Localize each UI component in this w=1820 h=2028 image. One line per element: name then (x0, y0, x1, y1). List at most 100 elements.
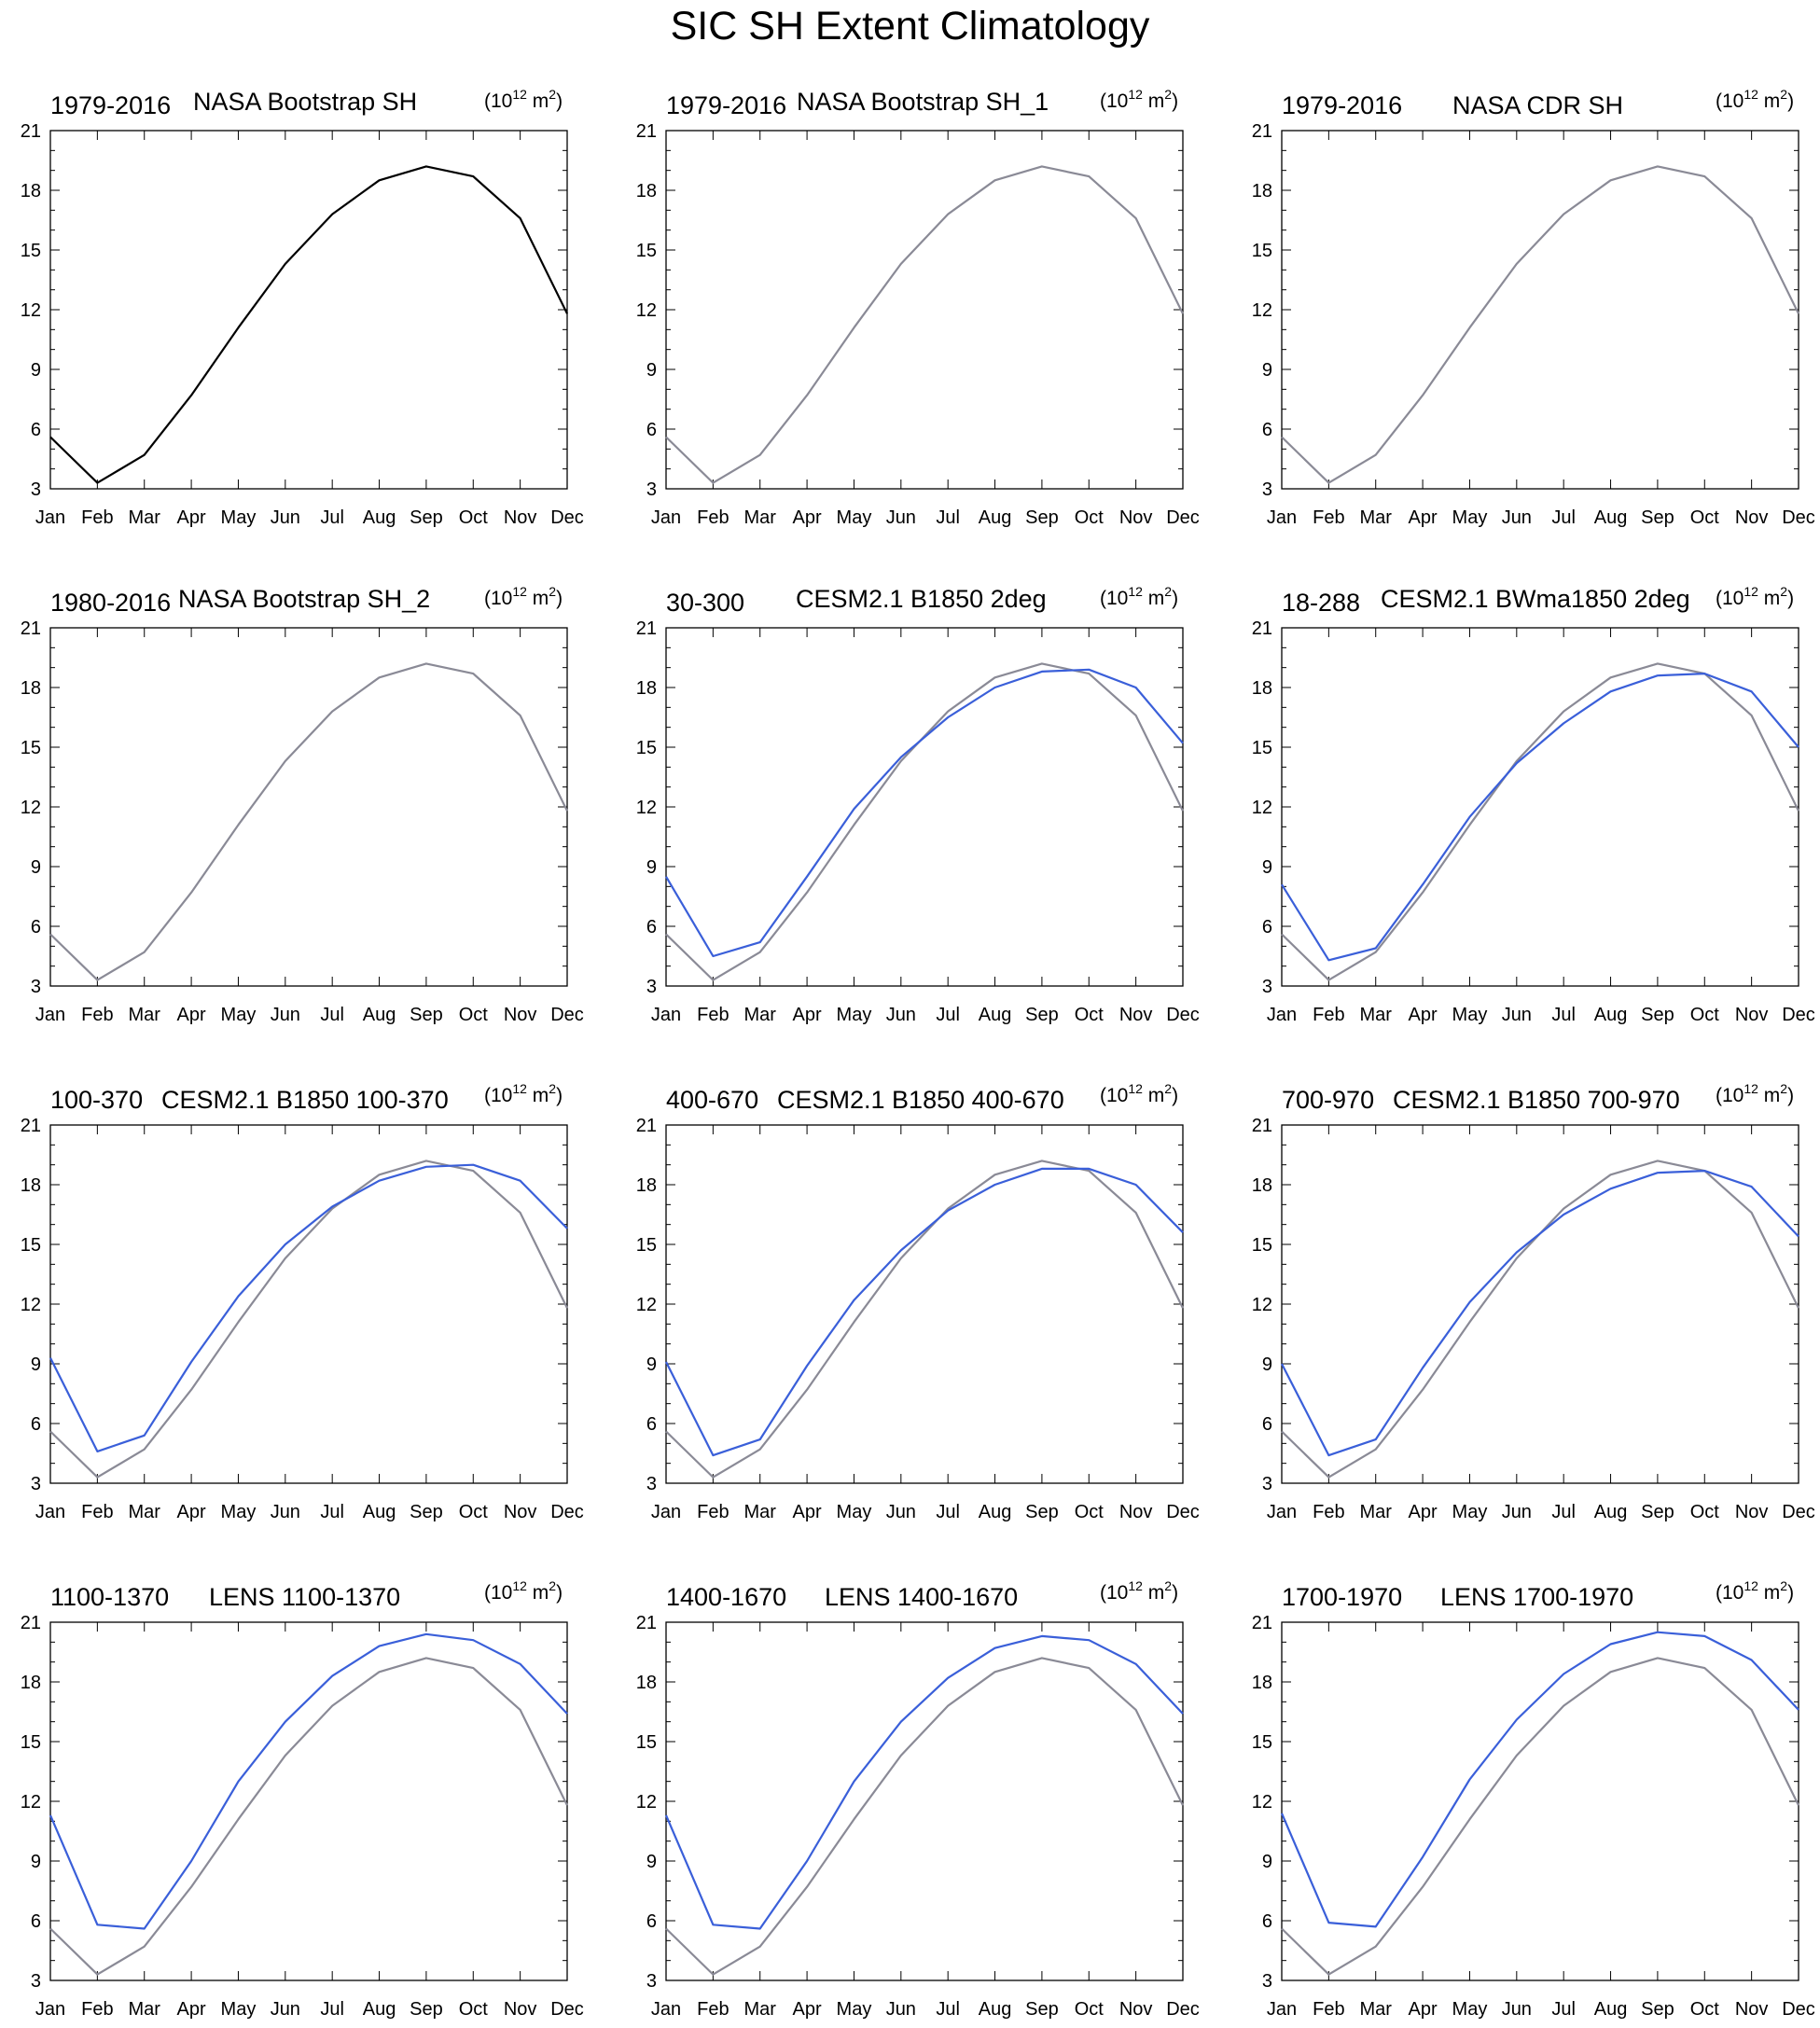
panel-5: 30-300 CESM2.1 B1850 2deg (1012 m2) 3 6 9 1… (616, 572, 1222, 1038)
panel-name: LENS 1100-1370 (209, 1583, 401, 1611)
panel-10: 1100-1370 LENS 1100-1370 (1012 m2) 3 6 9 12… (0, 1566, 606, 2028)
y-tick-label: 9 (1262, 1354, 1272, 1375)
y-tick-label: 3 (31, 977, 41, 997)
panel-period: 1979-2016 (1282, 91, 1403, 119)
y-tick-label: 6 (646, 917, 657, 938)
y-tick-label: 9 (646, 360, 657, 381)
panel-name: CESM2.1 B1850 100-370 (161, 1086, 449, 1114)
model-series-line (49, 1163, 568, 1452)
panel-9: 700-970 CESM2.1 B1850 700-970 (1012 m2) … (1231, 1069, 1820, 1535)
x-tick-label: Jun (886, 1999, 916, 2020)
x-tick-label: Apr (793, 1999, 822, 2020)
model-series-line (664, 1634, 1184, 1930)
x-tick-label: May (837, 1502, 872, 1522)
y-tick-label: 21 (636, 618, 657, 639)
x-tick-label: Jul (1551, 1502, 1576, 1522)
y-tick-label: 21 (1252, 1613, 1272, 1633)
units-label: (1012 m2) (484, 584, 563, 609)
panel-8: 400-670 CESM2.1 B1850 400-670 (1012 m2) … (616, 1069, 1222, 1535)
y-tick-label: 12 (21, 1792, 41, 1813)
y-tick-label: 3 (31, 479, 41, 500)
x-tick-label: Aug (363, 1502, 396, 1522)
y-tick-label: 18 (1252, 1175, 1272, 1196)
y-tick-label: 21 (636, 121, 657, 142)
y-tick-label: 12 (636, 798, 657, 818)
x-tick-label: Feb (1313, 1502, 1344, 1522)
y-tick-label: 9 (646, 1852, 657, 1872)
plot-frame (49, 130, 568, 490)
y-tick-label: 12 (1252, 300, 1272, 321)
x-tick-label: Oct (1075, 1999, 1105, 2020)
x-tick-label: Apr (177, 507, 206, 528)
plot-frame (665, 627, 1184, 987)
x-tick-label: Mar (744, 507, 777, 528)
x-tick-label: May (221, 507, 257, 528)
reference-series-line (665, 662, 1184, 981)
x-tick-label: Nov (504, 1999, 537, 2020)
panel-period: 30-300 (666, 589, 745, 617)
units-label: (1012 m2) (1716, 584, 1795, 609)
reference-series-line (1281, 662, 1799, 981)
y-tick-label: 9 (31, 360, 41, 381)
x-tick-label: Oct (1075, 1005, 1105, 1025)
y-tick-label: 12 (1252, 798, 1272, 818)
panel-period: 1980-2016 (50, 589, 172, 617)
x-tick-label: Sep (410, 1999, 443, 2020)
x-tick-label: Dec (550, 1005, 584, 1025)
y-tick-label: 9 (31, 1852, 41, 1872)
panel-plot: 3 6 9 12 15 18 21 Jan Feb Mar Apr May Jun Jul Aug Sep Oc… (21, 1116, 584, 1522)
y-tick-label: 9 (646, 857, 657, 878)
panel-name: NASA CDR SH (1452, 91, 1624, 119)
x-tick-label: Mar (744, 1005, 777, 1025)
x-tick-label: May (837, 1005, 872, 1025)
x-tick-label: Aug (979, 1999, 1012, 2020)
x-tick-label: Feb (1313, 1999, 1344, 2020)
x-tick-label: Sep (1025, 1005, 1059, 1025)
x-tick-label: Dec (550, 1999, 584, 2020)
model-series-line (1281, 1169, 1799, 1457)
x-tick-label: Feb (697, 1502, 729, 1522)
x-tick-label: Mar (129, 507, 161, 528)
x-tick-label: Jul (1551, 1005, 1576, 1025)
x-tick-label: Dec (1166, 1999, 1200, 2020)
y-tick-label: 9 (31, 1354, 41, 1375)
x-tick-label: Nov (1119, 507, 1153, 528)
x-tick-label: Nov (1735, 1502, 1769, 1522)
plot-frame (1281, 130, 1799, 490)
panel-7: 100-370 CESM2.1 B1850 100-370 (1012 m2) … (0, 1069, 606, 1535)
panel-plot: 3 6 9 12 15 18 21 Jan Feb Mar Apr May Jun Jul Aug Sep Oc… (1252, 121, 1815, 528)
panel-plot: 3 6 9 12 15 18 21 Jan Feb Mar Apr May Jun Jul Aug Sep Oc… (21, 121, 584, 528)
x-tick-label: Mar (744, 1999, 777, 2020)
plot-frame (665, 130, 1184, 490)
x-tick-label: Sep (1025, 507, 1059, 528)
figure-title: SIC SH Extent Climatology (670, 4, 1150, 49)
x-tick-label: Jan (651, 1999, 681, 2020)
y-tick-label: 18 (636, 1673, 657, 1693)
x-tick-label: Feb (81, 507, 113, 528)
panel-name: CESM2.1 BWma1850 2deg (1381, 585, 1690, 613)
y-tick-label: 12 (636, 1792, 657, 1813)
y-tick-label: 21 (21, 1116, 41, 1136)
x-tick-label: Feb (81, 1999, 113, 2020)
x-tick-label: Feb (697, 1005, 729, 1025)
y-tick-label: 21 (636, 1613, 657, 1633)
y-tick-label: 12 (21, 798, 41, 818)
panel-plot: 3 6 9 12 15 18 21 Jan Feb Mar Apr May Jun Jul Aug Sep Oc… (636, 1613, 1200, 2020)
x-tick-label: Oct (1690, 1502, 1720, 1522)
x-tick-label: Jul (936, 1005, 960, 1025)
panel-period: 1979-2016 (666, 91, 787, 119)
x-tick-label: Jun (271, 1005, 300, 1025)
y-tick-label: 15 (636, 738, 657, 758)
y-tick-label: 18 (636, 1175, 657, 1196)
x-tick-label: Nov (504, 1502, 537, 1522)
reference-series-line (665, 165, 1184, 484)
reference-series-line (665, 1657, 1184, 1976)
x-tick-label: Sep (410, 507, 443, 528)
y-tick-label: 12 (636, 300, 657, 321)
y-tick-label: 15 (636, 241, 657, 261)
model-series-line (1280, 1631, 1799, 1928)
x-tick-label: Oct (1075, 1502, 1105, 1522)
x-tick-label: Jul (320, 1999, 344, 2020)
reference-series-line (665, 1160, 1184, 1479)
panel-plot: 3 6 9 12 15 18 21 Jan Feb Mar Apr May Jun Jul Aug Sep Oc… (21, 1613, 584, 2020)
